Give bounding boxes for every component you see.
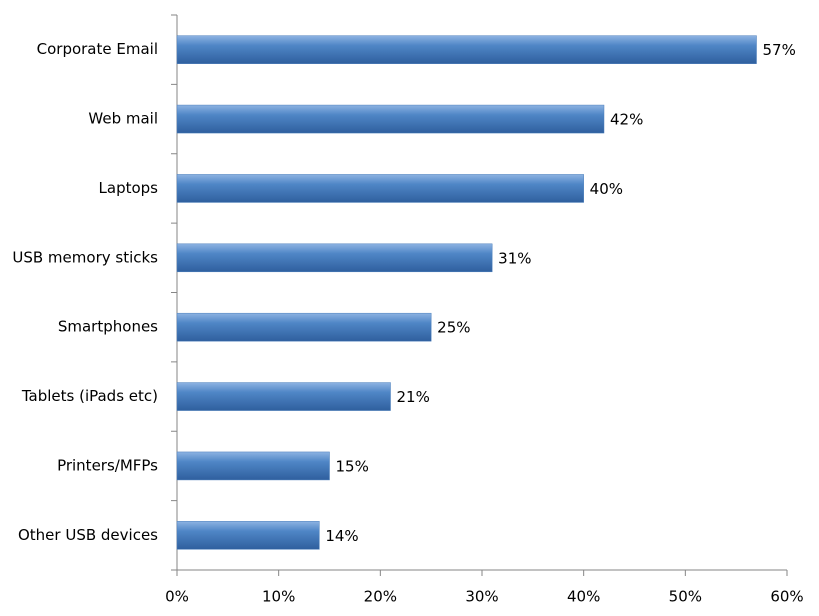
value-label: 15% [336, 457, 369, 475]
value-label: 42% [610, 111, 643, 129]
bar [176, 174, 584, 203]
bar [176, 382, 391, 411]
bar [176, 451, 330, 481]
value-label: 21% [397, 388, 430, 406]
value-label: 31% [498, 249, 531, 267]
y-tick-label: Smartphones [58, 318, 158, 336]
bar [176, 104, 605, 134]
x-tick-label: 10% [262, 588, 295, 606]
x-tick-label: 0% [165, 588, 189, 606]
value-label: 57% [763, 41, 796, 59]
x-tick-label: 40% [567, 588, 600, 606]
value-label: 14% [325, 527, 358, 545]
y-tick-label: USB memory sticks [12, 248, 158, 266]
x-tick-label: 60% [770, 588, 803, 606]
bar [176, 35, 757, 64]
x-tick-label: 20% [364, 588, 397, 606]
bar [176, 312, 432, 342]
value-label: 40% [590, 180, 623, 198]
y-tick-label: Web mail [88, 110, 158, 128]
y-tick-label: Laptops [99, 179, 159, 197]
bar [176, 521, 320, 550]
y-tick-label: Corporate Email [37, 40, 158, 58]
x-tick-label: 50% [669, 588, 702, 606]
y-tick-label: Printers/MFPs [57, 456, 158, 474]
y-tick-label: Other USB devices [18, 526, 158, 544]
y-tick-label: Tablets (iPads etc) [21, 387, 158, 405]
value-label: 25% [437, 319, 470, 337]
bar [176, 243, 493, 273]
x-tick-label: 30% [465, 588, 498, 606]
